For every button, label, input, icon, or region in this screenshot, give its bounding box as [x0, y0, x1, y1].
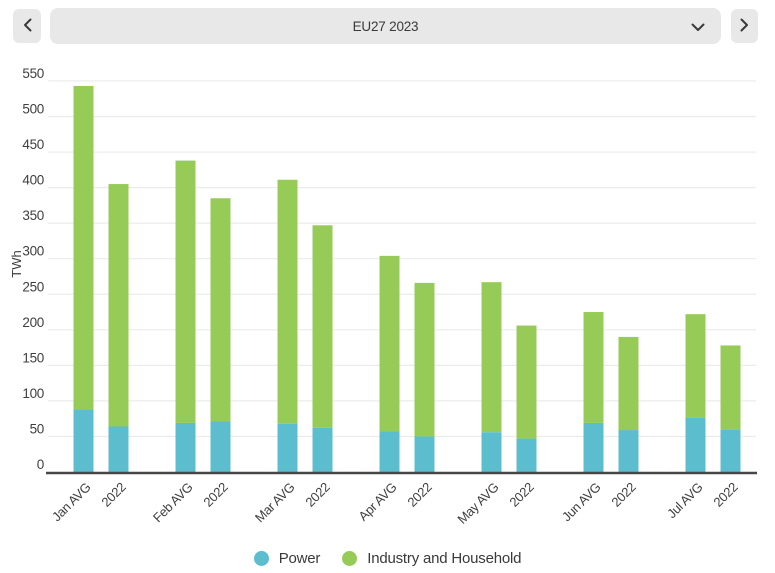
- x-tick-label: Jan AVG: [49, 479, 94, 524]
- x-tick-label: May AVG: [454, 479, 501, 526]
- y-tick-label: 0: [37, 457, 44, 472]
- y-tick-label: 100: [22, 386, 44, 401]
- x-tick-label: 2022: [98, 479, 128, 509]
- industry-household-swatch-icon: [342, 550, 358, 566]
- bar-segment-power[interactable]: [414, 436, 435, 472]
- bar-segment-industry-household[interactable]: [108, 184, 129, 427]
- x-tick-label: 2022: [404, 479, 434, 509]
- bar-segment-industry-household[interactable]: [414, 282, 435, 437]
- bar-segment-power[interactable]: [210, 421, 231, 472]
- x-tick-label: 2022: [608, 479, 638, 509]
- y-tick-label: 50: [30, 421, 44, 436]
- bar-segment-power[interactable]: [481, 432, 502, 472]
- bar-segment-industry-household[interactable]: [618, 336, 639, 431]
- legend-label-power: Power: [278, 549, 321, 567]
- bar-segment-industry-household[interactable]: [481, 282, 502, 433]
- region-year-selector[interactable]: EU27 2023: [50, 8, 721, 44]
- bar-segment-power[interactable]: [312, 427, 333, 472]
- bar-segment-power[interactable]: [108, 426, 129, 472]
- bar-segment-power[interactable]: [277, 423, 298, 472]
- chart-svg: 0 50 100 150 200 250 300 350 400 450 500 550 TWh Jan …: [9, 66, 757, 527]
- y-tick-label: 500: [22, 102, 44, 117]
- bar-segment-industry-household[interactable]: [73, 85, 94, 410]
- y-tick-label: 450: [22, 137, 44, 152]
- legend-item-power[interactable]: Power: [253, 549, 321, 567]
- bar-segment-industry-household[interactable]: [583, 312, 604, 423]
- x-tick-label: Jun AVG: [559, 479, 604, 524]
- bar-segment-power[interactable]: [618, 430, 639, 472]
- bar-segment-power[interactable]: [73, 409, 94, 472]
- bar-segment-power[interactable]: [379, 431, 400, 472]
- x-tick-label: Mar AVG: [252, 479, 298, 525]
- region-year-selector-value: EU27 2023: [352, 18, 419, 34]
- chevron-left-icon: [23, 18, 32, 35]
- bar-segment-industry-household[interactable]: [720, 345, 741, 430]
- bar-segment-industry-household[interactable]: [277, 179, 298, 424]
- bar-segment-power[interactable]: [720, 429, 741, 472]
- power-swatch-icon: [253, 550, 269, 566]
- x-tick-label: Jul AVG: [664, 479, 706, 521]
- legend-item-industry-household[interactable]: Industry and Household: [342, 550, 521, 567]
- x-tick-label: Feb AVG: [150, 479, 196, 525]
- bar-segment-industry-household[interactable]: [685, 314, 706, 418]
- next-chart-button[interactable]: [731, 9, 758, 43]
- legend-label-industry-household: Industry and Household: [367, 549, 522, 567]
- chart-header: EU27 2023: [0, 0, 775, 52]
- y-tick-label: 200: [22, 315, 44, 330]
- x-tick-label: 2022: [506, 479, 536, 509]
- chart-legend: Power Industry and Household: [0, 545, 775, 571]
- previous-chart-button[interactable]: [13, 9, 41, 43]
- bar-segment-industry-household[interactable]: [379, 255, 400, 432]
- chevron-right-icon: [740, 18, 749, 35]
- x-tick-label: 2022: [302, 479, 332, 509]
- bar-segment-industry-household[interactable]: [210, 198, 231, 422]
- x-tick-label: 2022: [200, 479, 230, 509]
- y-tick-label: 150: [22, 350, 44, 365]
- y-tick-label: 400: [22, 173, 44, 188]
- x-tick-label: 2022: [710, 479, 740, 509]
- y-axis-title: TWh: [9, 250, 24, 277]
- x-tick-label: Apr AVG: [355, 479, 399, 523]
- bar-segment-power[interactable]: [175, 422, 196, 472]
- bar-segment-industry-household[interactable]: [175, 160, 196, 423]
- y-tick-label: 350: [22, 208, 44, 223]
- bar-segment-industry-household[interactable]: [516, 325, 537, 439]
- bar-segment-industry-household[interactable]: [312, 225, 333, 428]
- chevron-down-icon: [691, 19, 705, 37]
- bar-segment-power[interactable]: [685, 417, 706, 472]
- bar-segment-power[interactable]: [583, 422, 604, 472]
- bar-segment-power[interactable]: [516, 438, 537, 472]
- y-tick-label: 300: [22, 244, 44, 259]
- y-tick-label: 250: [22, 279, 44, 294]
- y-tick-label: 550: [22, 66, 44, 81]
- stacked-bar-chart: 0 50 100 150 200 250 300 350 400 450 500 550 TWh Jan …: [0, 52, 775, 534]
